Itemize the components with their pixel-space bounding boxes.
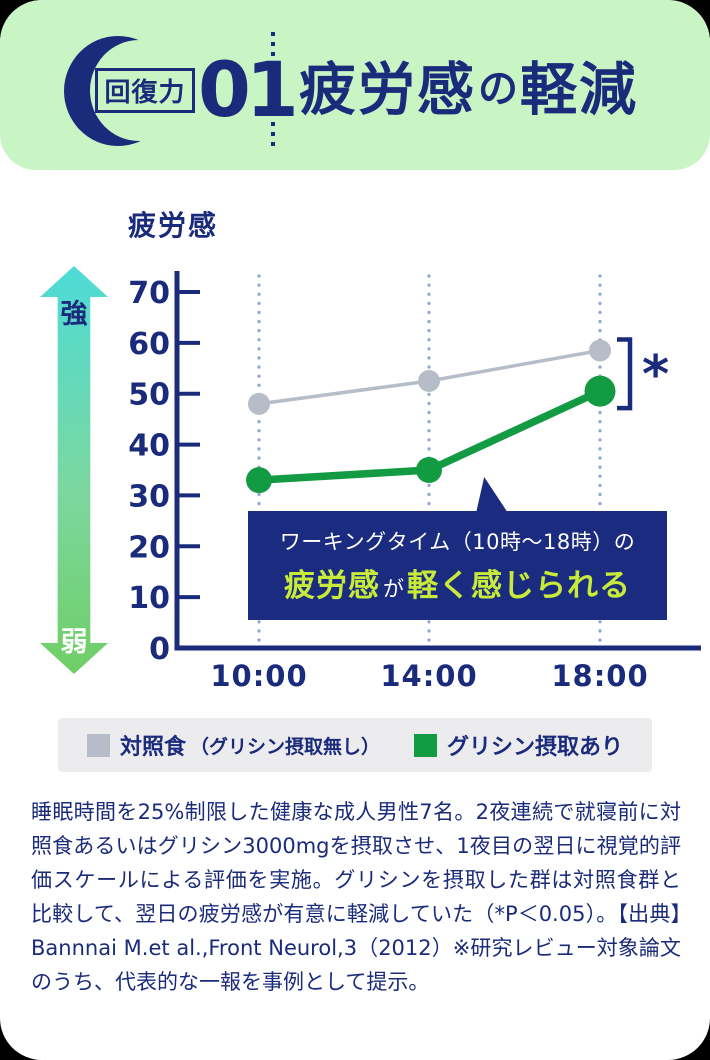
svg-text:18:00: 18:00 (551, 659, 648, 693)
callout-box: ワーキングタイム（10時～18時）の 疲労感 が 軽く感じられる (248, 511, 667, 620)
svg-text:14:00: 14:00 (380, 659, 477, 693)
svg-text:10:00: 10:00 (210, 659, 307, 693)
legend-item-glycine: グリシン摂取あり (414, 729, 623, 761)
legend-label-control: 対照食 (119, 735, 186, 760)
svg-text:60: 60 (128, 327, 170, 362)
legend-swatch-green (414, 733, 437, 757)
legend-label-glycine: グリシン摂取あり (447, 735, 624, 760)
legend-item-control: 対照食 （グリシン摂取無し） (86, 729, 380, 761)
svg-text:10: 10 (128, 581, 170, 616)
scale-strong-label: 強 (60, 299, 88, 330)
svg-text:30: 30 (128, 479, 170, 514)
dotted-divider (271, 32, 275, 146)
callout-line2: 疲労感 が 軽く感じられる (284, 560, 631, 605)
scale-weak-label: 弱 (60, 627, 88, 658)
recovery-badge: 回復力 (95, 68, 195, 113)
svg-text:50: 50 (128, 378, 170, 413)
callout-highlight2: 軽く感じられる (407, 568, 631, 604)
chart-title: 疲労感 (128, 209, 219, 242)
header-banner: 回復力 01 疲労感 の 軽減 (0, 0, 710, 170)
callout-line1: ワーキングタイム（10時～18時）の (279, 530, 636, 554)
legend-swatch-gray (86, 733, 110, 757)
recovery-badge-label: 回復力 (104, 78, 186, 108)
recovery-badge-number: 01 (198, 45, 299, 134)
svg-text:20: 20 (128, 530, 170, 565)
chart-legend: 対照食 （グリシン摂取無し） グリシン摂取あり (58, 718, 652, 772)
study-footnote: 睡眠時間を25%制限した健康な成人男性7名。2夜連続で就寝前に対照食あるいはグリ… (31, 800, 681, 995)
svg-text:70: 70 (128, 276, 170, 311)
page-title-part3: 軽減 (520, 57, 638, 123)
svg-text:0: 0 (149, 632, 170, 667)
legend-sublabel-control: （グリシン摂取無し） (189, 735, 380, 758)
page-title-part1: 疲労感 (299, 57, 476, 123)
callout-highlight1: 疲労感 (284, 568, 380, 604)
page-title: 疲労感 の 軽減 (299, 0, 638, 170)
page-title-part2: の (478, 66, 518, 112)
svg-text:40: 40 (128, 429, 170, 464)
svg-text:*: * (642, 345, 669, 405)
callout-particle: が (383, 577, 404, 601)
